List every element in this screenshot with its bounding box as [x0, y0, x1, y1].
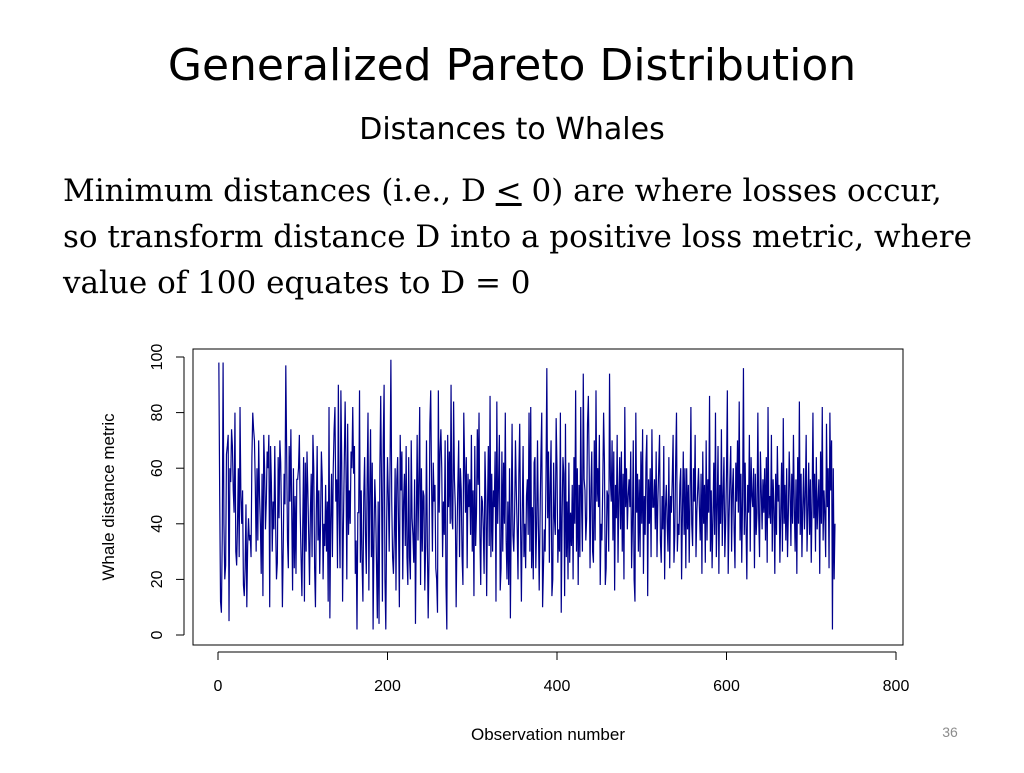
x-tick-label: 0: [214, 678, 223, 695]
plot-frame: [192, 348, 904, 646]
body-text: Minimum distances (i.e., D < 0) are wher…: [63, 168, 983, 306]
y-tick-label: 0: [149, 630, 166, 639]
x-tick-label: 600: [713, 678, 740, 695]
x-tick-label: 800: [883, 678, 910, 695]
y-axis: 0 20 40 60 80 100: [149, 344, 185, 639]
body-text-part1: Minimum distances (i.e., D: [63, 173, 496, 209]
y-tick-label: 60: [149, 459, 166, 477]
y-tick-label: 80: [149, 404, 166, 422]
y-tick-label: 20: [149, 570, 166, 588]
slide-subtitle: Distances to Whales: [359, 112, 665, 147]
y-tick-label: 40: [149, 515, 166, 533]
x-tick-label: 400: [544, 678, 571, 695]
y-axis-label: Whale distance metric: [99, 413, 118, 581]
x-axis-label: Observation number: [471, 725, 625, 744]
body-text-leq: <: [495, 173, 522, 209]
series-line: [218, 359, 836, 630]
x-tick-label: 200: [374, 678, 401, 695]
x-axis: 0 200 400 600 800: [214, 651, 910, 695]
slide-title: Generalized Pareto Distribution: [167, 40, 857, 91]
slide-number: 36: [942, 724, 958, 740]
body-text-part2: 0) are where losses occur, so transform …: [63, 173, 972, 301]
y-tick-label: 100: [149, 344, 166, 371]
